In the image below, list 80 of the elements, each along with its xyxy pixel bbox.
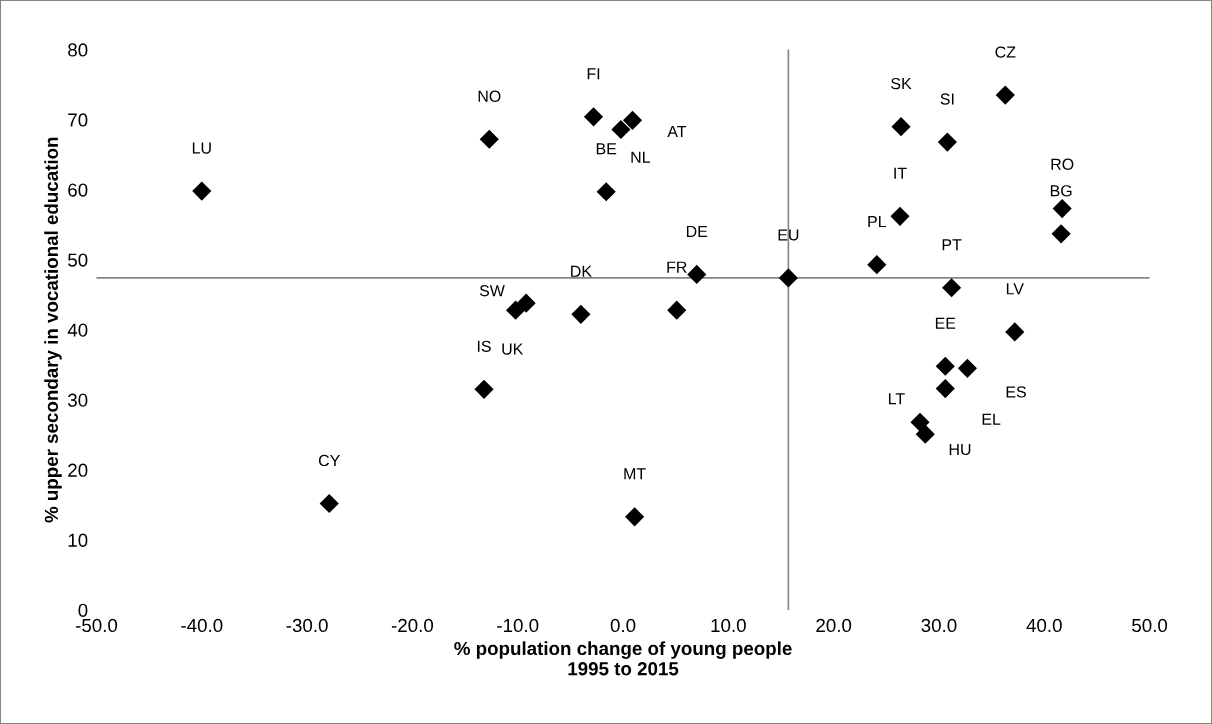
- annotation: SK: [891, 77, 912, 90]
- annotation: EU: [778, 229, 799, 241]
- point: [915, 424, 935, 444]
- x-tick-label: 20.0: [816, 618, 852, 633]
- point: [571, 304, 591, 324]
- annotation: LV: [1006, 283, 1024, 295]
- annotation: CY: [318, 454, 340, 467]
- point: [583, 107, 604, 127]
- point: [625, 507, 645, 527]
- annotation: CZ: [995, 46, 1016, 58]
- annotation: LU: [192, 142, 211, 154]
- annotation: NL: [631, 151, 651, 163]
- y-tick-label: 70: [68, 113, 88, 127]
- annotation: FR: [667, 261, 687, 273]
- annotation: FI: [587, 68, 600, 80]
- point: [622, 110, 643, 130]
- annotation: AT: [667, 125, 687, 137]
- annotation: HU: [949, 443, 971, 456]
- x-tick-label: -20.0: [391, 618, 434, 633]
- point: [319, 493, 339, 514]
- annotation: SW: [479, 285, 505, 297]
- annotation: IS: [477, 340, 491, 352]
- y-tick-label: 40: [67, 323, 88, 337]
- x-tick-label: 50.0: [1132, 618, 1168, 633]
- point: [192, 181, 212, 201]
- y-tick-label: 80: [68, 43, 88, 57]
- x-tick-label: 30.0: [921, 618, 957, 633]
- point: [867, 255, 887, 275]
- annotation: EL: [982, 413, 1001, 425]
- annotation: UK: [502, 343, 524, 355]
- annotation: BG: [1050, 185, 1072, 197]
- x-tick-label: 40.0: [1026, 618, 1062, 633]
- point: [778, 268, 798, 288]
- point: [995, 85, 1015, 105]
- x-tick-label: -50.0: [75, 618, 118, 633]
- annotation: DK: [571, 265, 592, 277]
- annotation: SI: [940, 93, 954, 105]
- annotation: PL: [868, 216, 887, 228]
- annotation: MT: [624, 468, 646, 480]
- point: [1005, 322, 1025, 342]
- x-tick-label: 10.0: [711, 618, 746, 633]
- point: [890, 206, 910, 226]
- annotation: PT: [942, 239, 962, 251]
- y-tick-label: 10: [68, 533, 88, 547]
- point: [474, 379, 494, 399]
- x-tick-label: -30.0: [286, 618, 328, 633]
- x-axis-title: % population change of young people 1995 to 2015: [454, 641, 792, 676]
- point: [1052, 199, 1072, 219]
- point: [910, 412, 930, 432]
- annotation: IT: [894, 167, 907, 179]
- point: [687, 264, 707, 285]
- y-tick-label: 60: [68, 183, 88, 197]
- point: [667, 300, 687, 320]
- point: [935, 379, 955, 399]
- point: [611, 119, 631, 140]
- annotation: EE: [935, 317, 956, 329]
- x-tick-label: -10.0: [497, 618, 539, 633]
- point: [506, 300, 526, 320]
- point: [935, 356, 955, 376]
- annotation: LT: [888, 393, 905, 405]
- point: [1051, 224, 1071, 244]
- y-tick-label: 0: [78, 603, 88, 617]
- point: [479, 129, 499, 149]
- x-tick-label: -40.0: [181, 618, 223, 633]
- annotation: NO: [478, 90, 501, 102]
- point: [596, 182, 616, 202]
- x-tick-label: 0.0: [610, 618, 636, 633]
- annotation: DE: [686, 225, 708, 237]
- point: [516, 293, 536, 313]
- y-axis-title: % upper secondary in vocational education: [44, 137, 62, 523]
- point: [937, 132, 957, 152]
- y-tick-label: 20: [68, 463, 88, 477]
- point: [957, 358, 977, 378]
- point: [891, 117, 911, 137]
- point: [942, 278, 962, 298]
- annotation: BE: [596, 143, 617, 155]
- annotation: ES: [1006, 386, 1026, 398]
- y-tick-label: 50: [68, 253, 88, 267]
- y-tick-label: 30: [68, 393, 88, 407]
- annotation: RO: [1051, 158, 1074, 170]
